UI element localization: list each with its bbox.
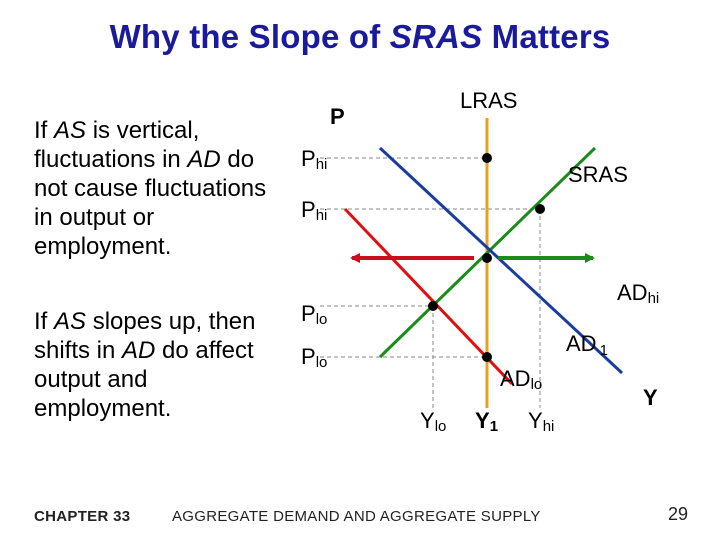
footer-course-title: AGGREGATE DEMAND AND AGGREGATE SUPPLY (172, 508, 541, 525)
paragraph-sloped-as: If AS slopes up, then shifts in AD do af… (34, 308, 256, 422)
axis-label-y: Y (643, 385, 658, 410)
label-p-hi-upper: Phi (301, 146, 327, 173)
sras-line (378, 146, 597, 359)
label-p-lo-lower: Plo (301, 344, 327, 371)
page-number: 29 (668, 504, 689, 524)
point-initial (482, 253, 492, 263)
label-y-lo: Ylo (420, 408, 446, 435)
axis-label-p: P (330, 104, 345, 129)
label-p-lo-upper: Plo (301, 301, 327, 328)
point-sras-high (535, 204, 545, 214)
label-ad-1: AD 1 (566, 331, 608, 359)
point-sras-low (428, 301, 438, 311)
slide-title: Why the Slope of SRAS Matters (109, 18, 611, 55)
paragraph-vertical-as: If AS is vertical, fluctuations in AD do… (34, 117, 267, 260)
label-sras: SRAS (568, 162, 628, 187)
label-p-hi-lower: Phi (301, 197, 327, 224)
point-lras-high (482, 153, 492, 163)
ad-hi-line (378, 146, 624, 375)
label-y-hi: Yhi (528, 408, 554, 435)
label-y-1: Y1 (475, 408, 498, 435)
label-ad-hi: ADhi (617, 280, 659, 307)
label-ad-lo: ADlo (500, 366, 542, 393)
point-lras-low (482, 352, 492, 362)
footer-chapter: CHAPTER 33 (34, 508, 131, 525)
label-lras: LRAS (460, 88, 517, 113)
